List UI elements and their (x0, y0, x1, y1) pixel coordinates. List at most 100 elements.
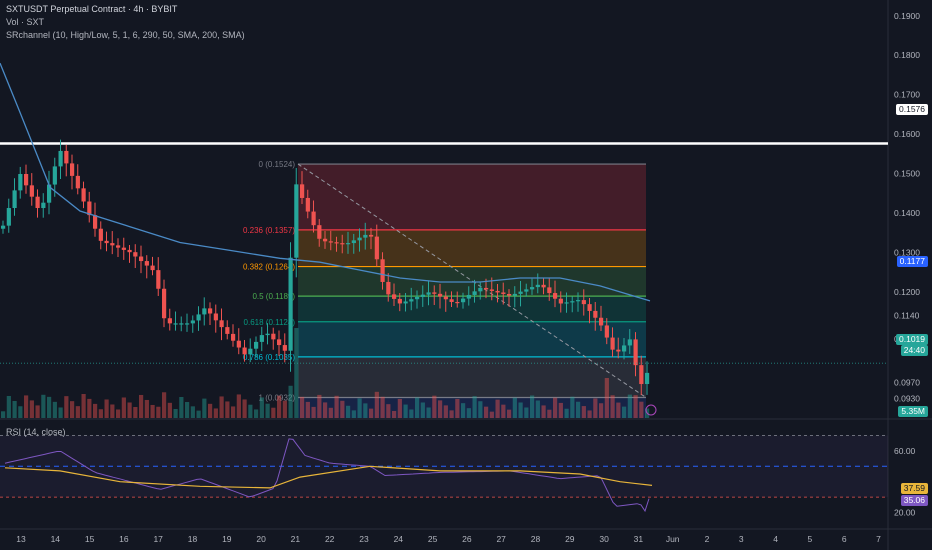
volume-bar (98, 409, 103, 418)
candle (616, 349, 621, 352)
volume-bar (576, 401, 581, 418)
candle (300, 184, 305, 198)
price-tick-label: 0.1800 (894, 50, 920, 60)
candle (472, 291, 477, 295)
volume-bar (639, 401, 644, 418)
volume-bar (478, 401, 483, 418)
volume-bar (242, 399, 247, 418)
volume-bar (420, 402, 425, 418)
candle (219, 320, 224, 328)
volume-bar (558, 402, 563, 418)
volume-bar (484, 406, 489, 418)
volume-bar (604, 378, 609, 418)
volume-bar (110, 404, 115, 418)
candle (196, 314, 201, 321)
srchannel-legend[interactable]: SRchannel (10, High/Low, 5, 1, 6, 290, 5… (6, 30, 245, 40)
volume-bar (593, 398, 598, 418)
candle (593, 310, 598, 318)
bar-countdown-tag: 24:40 (900, 345, 928, 356)
price-tick-label: 0.1200 (894, 287, 920, 297)
time-tick-label: 22 (325, 534, 335, 544)
candle (507, 293, 512, 296)
candle (294, 184, 299, 258)
candle (282, 345, 287, 351)
time-tick-label: 6 (842, 534, 847, 544)
candle (213, 313, 218, 321)
volume-bar (202, 398, 207, 418)
candle (116, 245, 121, 248)
candle (12, 190, 17, 209)
volume-bar (386, 404, 391, 418)
candle (254, 341, 259, 349)
volume-bar (369, 408, 374, 418)
volume-bar (208, 403, 213, 418)
candle (323, 238, 328, 242)
volume-bar (70, 401, 75, 418)
candle (259, 335, 264, 342)
volume-bar (265, 403, 270, 418)
candle (547, 287, 552, 294)
candle (599, 317, 604, 326)
candle (185, 323, 190, 325)
candle (317, 225, 322, 239)
volume-bar (472, 396, 477, 418)
volume-bar (633, 395, 638, 418)
volume-bar (443, 405, 448, 418)
fib-zone-1 (298, 356, 646, 398)
time-tick-label: 29 (565, 534, 575, 544)
volume-bar (121, 397, 126, 418)
volume-bar (288, 385, 293, 418)
time-tick-label: 3 (739, 534, 744, 544)
candle (489, 289, 494, 291)
candle (271, 333, 276, 340)
candle (357, 237, 362, 241)
volume-bar (438, 400, 443, 418)
volume-bar (553, 397, 558, 418)
candle (512, 293, 517, 296)
time-tick-label: 4 (773, 534, 778, 544)
candle (277, 339, 282, 346)
resistance-price-tag: 0.1576 (896, 104, 928, 115)
volume-bar (144, 399, 149, 418)
candle (449, 299, 454, 302)
volume-bar (570, 396, 575, 418)
candle (484, 287, 489, 290)
volume-bar (6, 395, 11, 418)
candle (179, 323, 184, 325)
volume-bar (64, 396, 69, 418)
candle (75, 175, 80, 189)
volume-bar (271, 407, 276, 418)
volume-bar (225, 401, 230, 418)
candle (478, 287, 483, 292)
volume-bar (535, 400, 540, 418)
candle (455, 301, 460, 304)
volume-bar (518, 402, 523, 418)
volume-bar (415, 397, 420, 418)
volume-bar (150, 404, 155, 418)
volume-bar (317, 394, 322, 418)
volume-bar (254, 409, 259, 418)
price-tick-label: 0.1140 (894, 310, 920, 320)
candle (518, 291, 523, 294)
candle (570, 301, 575, 303)
rsi-ma-line (4, 465, 653, 489)
volume-bar (47, 396, 52, 418)
volume-bar (52, 401, 57, 418)
price-tick-label: 0.1500 (894, 169, 920, 179)
volume-bar (1, 411, 6, 418)
time-tick-label: 19 (222, 534, 232, 544)
volume-bar (75, 406, 80, 418)
time-tick-label: 17 (153, 534, 163, 544)
rsi-tick-label: 20.00 (894, 508, 916, 518)
candle (29, 185, 34, 197)
candle (311, 211, 316, 226)
candle (225, 327, 230, 334)
symbol-legend[interactable]: SXTUSDT Perpetual Contract · 4h · BYBIT (6, 4, 178, 14)
volume-bar (29, 400, 34, 418)
volume-bar (248, 404, 253, 418)
rsi-legend[interactable]: RSI (14, close) (6, 427, 66, 437)
candle (167, 318, 172, 324)
candle (420, 294, 425, 297)
volume-legend[interactable]: Vol · SXT (6, 17, 45, 27)
